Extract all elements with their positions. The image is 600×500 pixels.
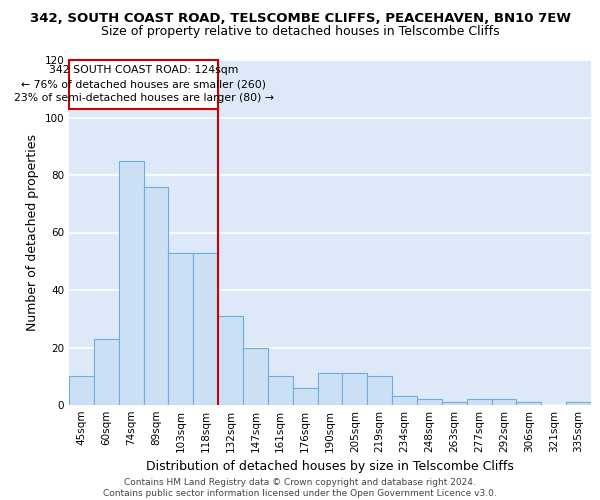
Bar	[94, 339, 119, 405]
Text: 342 SOUTH COAST ROAD: 124sqm
← 76% of detached houses are smaller (260)
23% of s: 342 SOUTH COAST ROAD: 124sqm ← 76% of de…	[14, 66, 274, 104]
Text: Contains HM Land Registry data © Crown copyright and database right 2024.
Contai: Contains HM Land Registry data © Crown c…	[103, 478, 497, 498]
Bar	[517, 402, 541, 405]
Bar	[293, 388, 317, 405]
Text: Size of property relative to detached houses in Telscombe Cliffs: Size of property relative to detached ho…	[101, 25, 499, 38]
Bar	[467, 399, 491, 405]
Bar	[119, 160, 143, 405]
Bar	[317, 374, 343, 405]
FancyBboxPatch shape	[69, 60, 218, 109]
Bar	[218, 316, 243, 405]
Bar	[343, 374, 367, 405]
Bar	[169, 252, 193, 405]
Bar	[268, 376, 293, 405]
Bar	[243, 348, 268, 405]
Bar	[193, 252, 218, 405]
Bar	[566, 402, 591, 405]
Bar	[491, 399, 517, 405]
Text: 342, SOUTH COAST ROAD, TELSCOMBE CLIFFS, PEACEHAVEN, BN10 7EW: 342, SOUTH COAST ROAD, TELSCOMBE CLIFFS,…	[29, 12, 571, 26]
Y-axis label: Number of detached properties: Number of detached properties	[26, 134, 39, 331]
Bar	[417, 399, 442, 405]
X-axis label: Distribution of detached houses by size in Telscombe Cliffs: Distribution of detached houses by size …	[146, 460, 514, 473]
Bar	[442, 402, 467, 405]
Bar	[392, 396, 417, 405]
Bar	[367, 376, 392, 405]
Bar	[69, 376, 94, 405]
Bar	[143, 186, 169, 405]
